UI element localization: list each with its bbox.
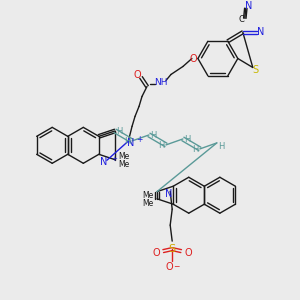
Text: Me: Me — [142, 199, 154, 208]
Text: N: N — [245, 1, 253, 11]
Text: H: H — [150, 131, 157, 140]
Text: S: S — [169, 244, 176, 254]
Text: Me: Me — [142, 191, 154, 200]
Text: +: + — [136, 135, 142, 144]
Text: N: N — [164, 189, 172, 199]
Text: +: + — [111, 156, 117, 162]
Text: S: S — [253, 65, 259, 76]
Text: N: N — [257, 27, 265, 37]
Text: O: O — [184, 248, 192, 258]
Text: H: H — [124, 137, 131, 146]
Text: N: N — [128, 138, 135, 148]
Text: H: H — [158, 141, 165, 150]
Text: O: O — [152, 248, 160, 258]
Text: H: H — [192, 146, 199, 154]
Text: H: H — [218, 142, 224, 152]
Text: H: H — [116, 128, 123, 136]
Text: H: H — [184, 135, 190, 144]
Text: −: − — [173, 262, 179, 272]
Text: C: C — [239, 15, 245, 24]
Text: O: O — [165, 262, 173, 272]
Text: O: O — [133, 70, 141, 80]
Text: O: O — [189, 53, 197, 64]
Text: Me: Me — [118, 160, 130, 169]
Text: NH: NH — [154, 78, 168, 87]
Text: Me: Me — [118, 152, 130, 161]
Text: N: N — [100, 157, 107, 167]
